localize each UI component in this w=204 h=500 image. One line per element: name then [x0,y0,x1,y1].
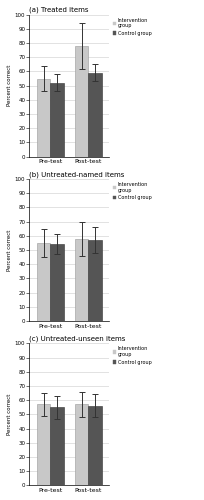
Bar [50,408,63,486]
Bar [50,244,63,321]
Y-axis label: Percent correct: Percent correct [7,394,12,435]
Bar [37,243,50,321]
Bar [75,238,88,321]
Bar [88,240,101,321]
Bar [37,78,50,156]
Legend: Intervention
group, Control group: Intervention group, Control group [112,182,151,201]
Bar [75,46,88,156]
Bar [88,73,101,156]
Bar [75,404,88,485]
Text: (a) Treated items: (a) Treated items [29,7,89,14]
Text: (b) Untreated-named items: (b) Untreated-named items [29,172,124,178]
Y-axis label: Percent correct: Percent correct [7,230,12,270]
Y-axis label: Percent correct: Percent correct [7,65,12,106]
Text: (c) Untreated-unseen items: (c) Untreated-unseen items [29,336,125,342]
Bar [37,404,50,485]
Legend: Intervention
group, Control group: Intervention group, Control group [112,346,151,365]
Legend: Intervention
group, Control group: Intervention group, Control group [112,17,151,36]
Bar [50,83,63,156]
Bar [88,406,101,485]
